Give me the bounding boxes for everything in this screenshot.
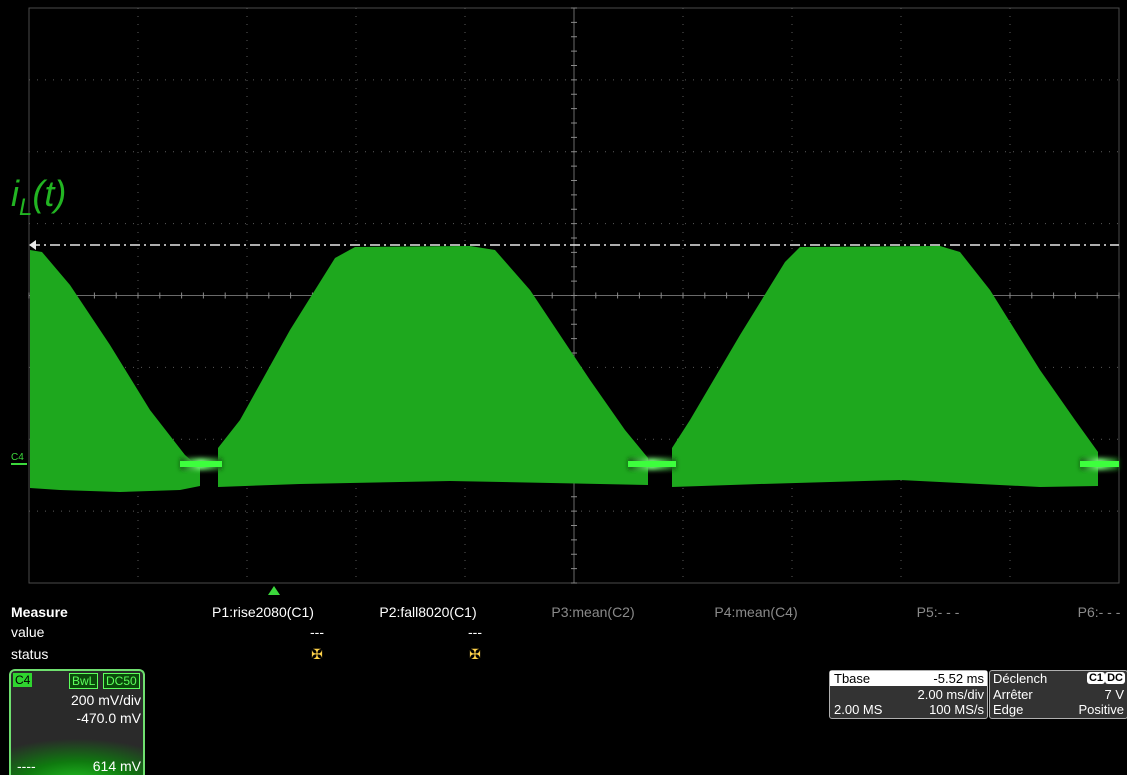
current-waveform: [30, 246, 1119, 492]
param-p2-status-icon: ✠: [469, 646, 481, 662]
value-row-label: value: [11, 624, 45, 640]
param-p5-name[interactable]: P5:- - -: [916, 604, 960, 620]
measure-header-row: Measure P1:rise2080(C1) P2:fall8020(C1) …: [0, 603, 1127, 623]
waveform-segment-1: [30, 250, 200, 492]
trigger-source-badge: C1: [1086, 672, 1105, 684]
trigger-position-icon[interactable]: [268, 586, 280, 595]
timebase-scale: 2.00 ms/div: [917, 687, 984, 702]
timebase-header: Tbase -5.52 ms: [830, 671, 987, 686]
trigger-coupling-badge: DC: [1105, 672, 1125, 684]
coupling-badge: DC50: [103, 673, 140, 689]
bandwidth-limit-badge: BwL: [69, 673, 99, 689]
timebase-label: Tbase: [834, 671, 871, 686]
timebase-rate: 100 MS/s: [929, 702, 984, 717]
waveform-segment-3: [672, 246, 1098, 487]
waveform-display[interactable]: iL(t) C4: [0, 0, 1127, 600]
channel-marker-label: C4: [11, 452, 24, 463]
channel-scale: 200 mV/div: [70, 692, 141, 708]
baseline-band-2-core: [628, 461, 676, 467]
channel-offset: -470.0 mV: [76, 710, 141, 726]
trigger-slope: Positive: [1078, 702, 1124, 717]
trace-label: iL(t): [11, 173, 66, 221]
param-p1-status-icon: ✠: [311, 646, 323, 662]
channel-footer-left: ----: [17, 758, 36, 774]
trigger-descriptor[interactable]: Déclench C1 DC Arrêter 7 V Edge Positive: [989, 670, 1127, 719]
timebase-points: 2.00 MS: [834, 702, 883, 717]
trigger-mode: Arrêter: [993, 687, 1033, 702]
param-p1-name[interactable]: P1:rise2080(C1): [212, 604, 314, 620]
param-p3-name[interactable]: P3:mean(C2): [551, 604, 635, 620]
trigger-type: Edge: [993, 702, 1024, 717]
param-p2-value: ---: [468, 624, 482, 640]
param-p1-value: ---: [310, 624, 324, 640]
param-p2-name[interactable]: P2:fall8020(C1): [379, 604, 477, 620]
baseline-band-1-core: [180, 461, 222, 467]
trigger-level: 7 V: [1104, 687, 1124, 702]
measure-status-row: status ✠ ✠: [0, 645, 1127, 665]
trigger-label: Déclench: [993, 671, 1048, 686]
trigger-level-arrow-icon[interactable]: [29, 240, 36, 250]
status-row-label: status: [11, 646, 49, 662]
channel-footer-value: 614 mV: [92, 758, 141, 774]
param-p6-name[interactable]: P6:- - -: [1077, 604, 1121, 620]
channel-c4-descriptor[interactable]: C4 BwL DC50 200 mV/div -470.0 mV ---- 61…: [9, 669, 145, 775]
baseline-band-3-core: [1080, 461, 1119, 467]
waveform-segment-2: [218, 246, 648, 487]
param-p4-name[interactable]: P4:mean(C4): [714, 604, 798, 620]
timebase-descriptor[interactable]: Tbase -5.52 ms 2.00 ms/div 2.00 MS 100 M…: [829, 670, 988, 719]
channel-name-badge: C4: [13, 673, 33, 687]
measure-value-row: value --- ---: [0, 623, 1127, 643]
measure-title[interactable]: Measure: [11, 604, 68, 620]
timebase-delay: -5.52 ms: [933, 671, 984, 686]
